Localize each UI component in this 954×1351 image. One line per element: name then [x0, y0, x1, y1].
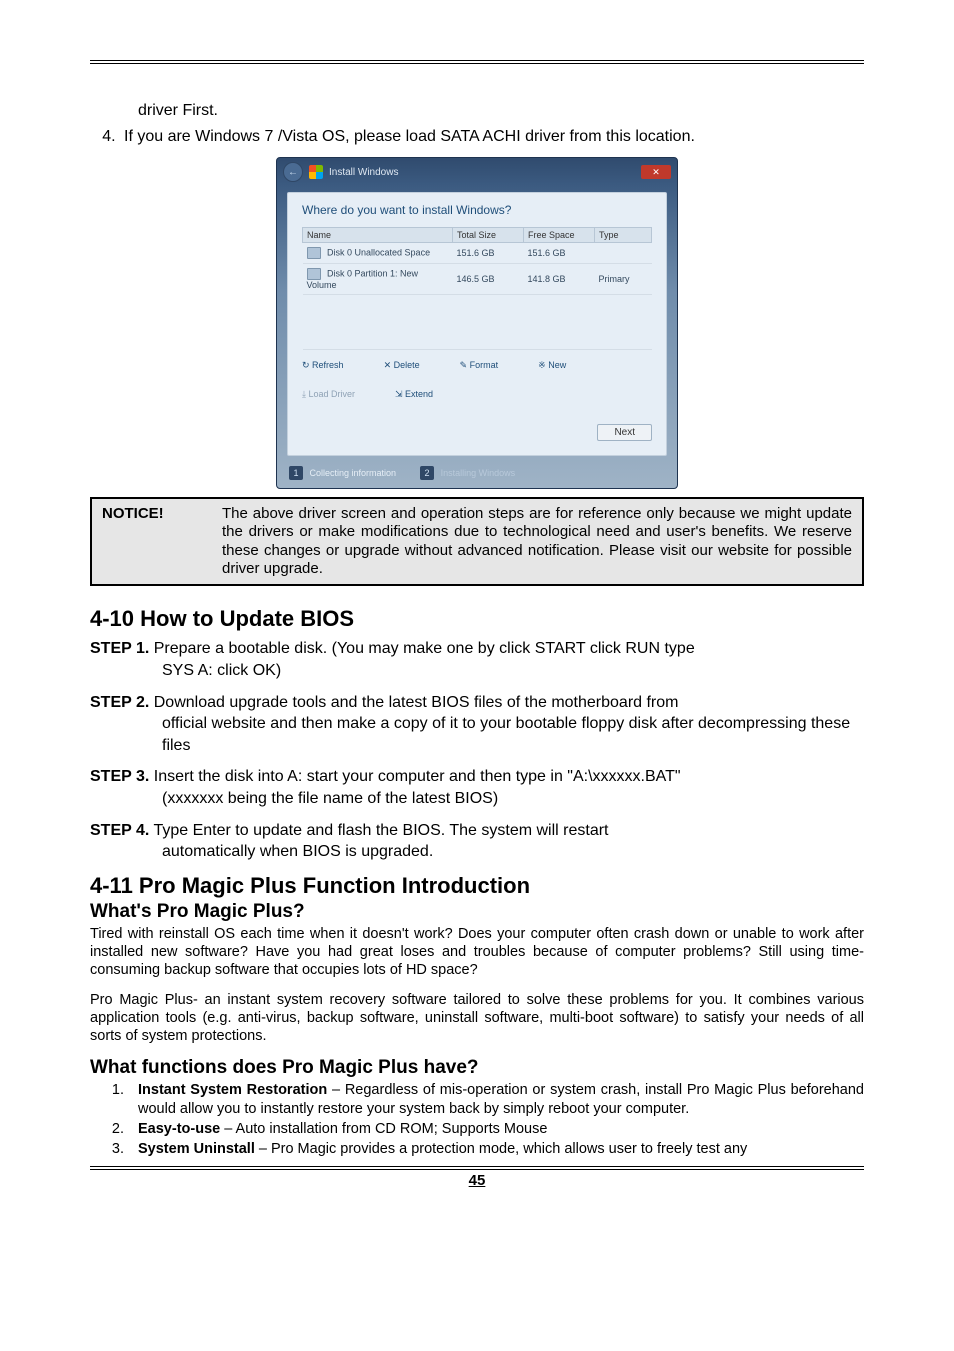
new-link[interactable]: ※ New	[538, 360, 566, 371]
footer-step-2: 2 Installing Windows	[420, 466, 515, 480]
section-4-10-title: 4-10 How to Update BIOS	[90, 606, 864, 632]
step-4-rest: automatically when BIOS is upgraded.	[162, 841, 864, 863]
section-4-11-title: 4-11 Pro Magic Plus Function Introductio…	[90, 873, 864, 899]
notice-box: NOTICE! The above driver screen and oper…	[90, 497, 864, 586]
feature-2-text: – Auto installation from CD ROM; Support…	[220, 1121, 547, 1137]
extend-link[interactable]: ⇲ Extend	[395, 389, 433, 400]
step-2-first: Download upgrade tools and the latest BI…	[149, 694, 678, 711]
feature-2: Easy-to-use – Auto installation from CD …	[128, 1120, 864, 1138]
step-2-label: STEP 2.	[90, 694, 149, 711]
page-number: 45	[90, 1172, 864, 1189]
installer-title-text: Install Windows	[329, 167, 398, 178]
row1-total: 146.5 GB	[453, 264, 524, 295]
installer-heading: Where do you want to install Windows?	[302, 203, 652, 217]
col-total: Total Size	[453, 228, 524, 243]
table-blank-row	[303, 295, 652, 350]
back-icon[interactable]: ←	[283, 162, 303, 182]
page: driver First. If you are Windows 7 /Vist…	[0, 0, 954, 1351]
step-num-2: 2	[420, 466, 434, 480]
next-button[interactable]: Next	[597, 424, 652, 441]
row0-type	[595, 243, 652, 264]
step-num-1: 1	[289, 466, 303, 480]
installer-screenshot-wrap: ← Install Windows ✕ Where do you want to…	[90, 157, 864, 489]
installer-panel: Where do you want to install Windows? Na…	[287, 192, 667, 456]
footer-step-1: 1 Collecting information	[289, 466, 396, 480]
row0-name: Disk 0 Unallocated Space	[327, 248, 430, 258]
delete-link[interactable]: ✕ Delete	[384, 360, 420, 371]
step-1-label: Collecting information	[310, 468, 397, 478]
row0-free: 151.6 GB	[524, 243, 595, 264]
para-2: Pro Magic Plus- an instant system recove…	[90, 991, 864, 1045]
step-4-label: STEP 4.	[90, 822, 149, 839]
table-row[interactable]: Disk 0 Partition 1: New Volume 146.5 GB …	[303, 264, 652, 295]
feature-1-name: Instant System Restoration	[138, 1082, 327, 1098]
step-2: STEP 2. Download upgrade tools and the l…	[90, 692, 864, 757]
notice-label: NOTICE!	[92, 499, 222, 584]
driver-first-line: driver First.	[138, 100, 864, 122]
table-row[interactable]: Disk 0 Unallocated Space 151.6 GB 151.6 …	[303, 243, 652, 264]
step-1: STEP 1. Prepare a bootable disk. (You ma…	[90, 638, 864, 681]
refresh-link[interactable]: ↻ Refresh	[302, 360, 344, 371]
installer-footer: 1 Collecting information 2 Installing Wi…	[277, 462, 677, 480]
installer-titlebar: ← Install Windows ✕	[277, 158, 677, 186]
feature-1: Instant System Restoration – Regardless …	[128, 1081, 864, 1117]
sub-whats-pro-magic: What's Pro Magic Plus?	[90, 901, 864, 923]
col-type: Type	[595, 228, 652, 243]
disk-icon	[307, 247, 321, 259]
disk-table: Name Total Size Free Space Type Disk 0 U…	[302, 227, 652, 350]
step-2-label: Installing Windows	[441, 468, 516, 478]
windows-flag-icon	[309, 165, 323, 179]
row1-type: Primary	[595, 264, 652, 295]
installer-links: ↻ Refresh ✕ Delete ✎ Format ※ New ⤓ Load…	[302, 360, 652, 400]
step-3: STEP 3. Insert the disk into A: start yo…	[90, 766, 864, 809]
numbered-list: If you are Windows 7 /Vista OS, please l…	[90, 126, 864, 148]
top-double-rule	[90, 60, 864, 64]
next-button-wrap: Next	[302, 424, 652, 441]
feature-list: Instant System Restoration – Regardless …	[90, 1081, 864, 1158]
step-1-label: STEP 1.	[90, 640, 149, 657]
step-3-rest: (xxxxxxx being the file name of the late…	[162, 788, 864, 810]
sub-functions: What functions does Pro Magic Plus have?	[90, 1057, 864, 1079]
installer-window: ← Install Windows ✕ Where do you want to…	[276, 157, 678, 489]
feature-3-name: System Uninstall	[138, 1141, 255, 1157]
col-free: Free Space	[524, 228, 595, 243]
para-1: Tired with reinstall OS each time when i…	[90, 925, 864, 979]
format-link[interactable]: ✎ Format	[460, 360, 499, 371]
step-3-first: Insert the disk into A: start your compu…	[149, 768, 680, 785]
disk-icon	[307, 268, 321, 280]
row0-total: 151.6 GB	[453, 243, 524, 264]
step-2-rest: official website and then make a copy of…	[162, 713, 864, 756]
col-name: Name	[303, 228, 453, 243]
close-icon[interactable]: ✕	[641, 165, 671, 179]
bottom-double-rule	[90, 1166, 864, 1170]
feature-3-text: – Pro Magic provides a protection mode, …	[255, 1141, 747, 1157]
load-driver-link[interactable]: ⤓ Load Driver	[302, 389, 355, 400]
feature-3: System Uninstall – Pro Magic provides a …	[128, 1140, 864, 1158]
row1-name: Disk 0 Partition 1: New Volume	[307, 269, 419, 291]
list-item-4: If you are Windows 7 /Vista OS, please l…	[120, 126, 864, 148]
feature-2-name: Easy-to-use	[138, 1121, 220, 1137]
step-4: STEP 4. Type Enter to update and flash t…	[90, 820, 864, 863]
step-3-label: STEP 3.	[90, 768, 149, 785]
step-1-first: Prepare a bootable disk. (You may make o…	[149, 640, 694, 657]
notice-text: The above driver screen and operation st…	[222, 499, 862, 584]
row1-free: 141.8 GB	[524, 264, 595, 295]
step-4-first: Type Enter to update and flash the BIOS.…	[149, 822, 608, 839]
step-1-rest: SYS A: click OK)	[162, 660, 864, 682]
